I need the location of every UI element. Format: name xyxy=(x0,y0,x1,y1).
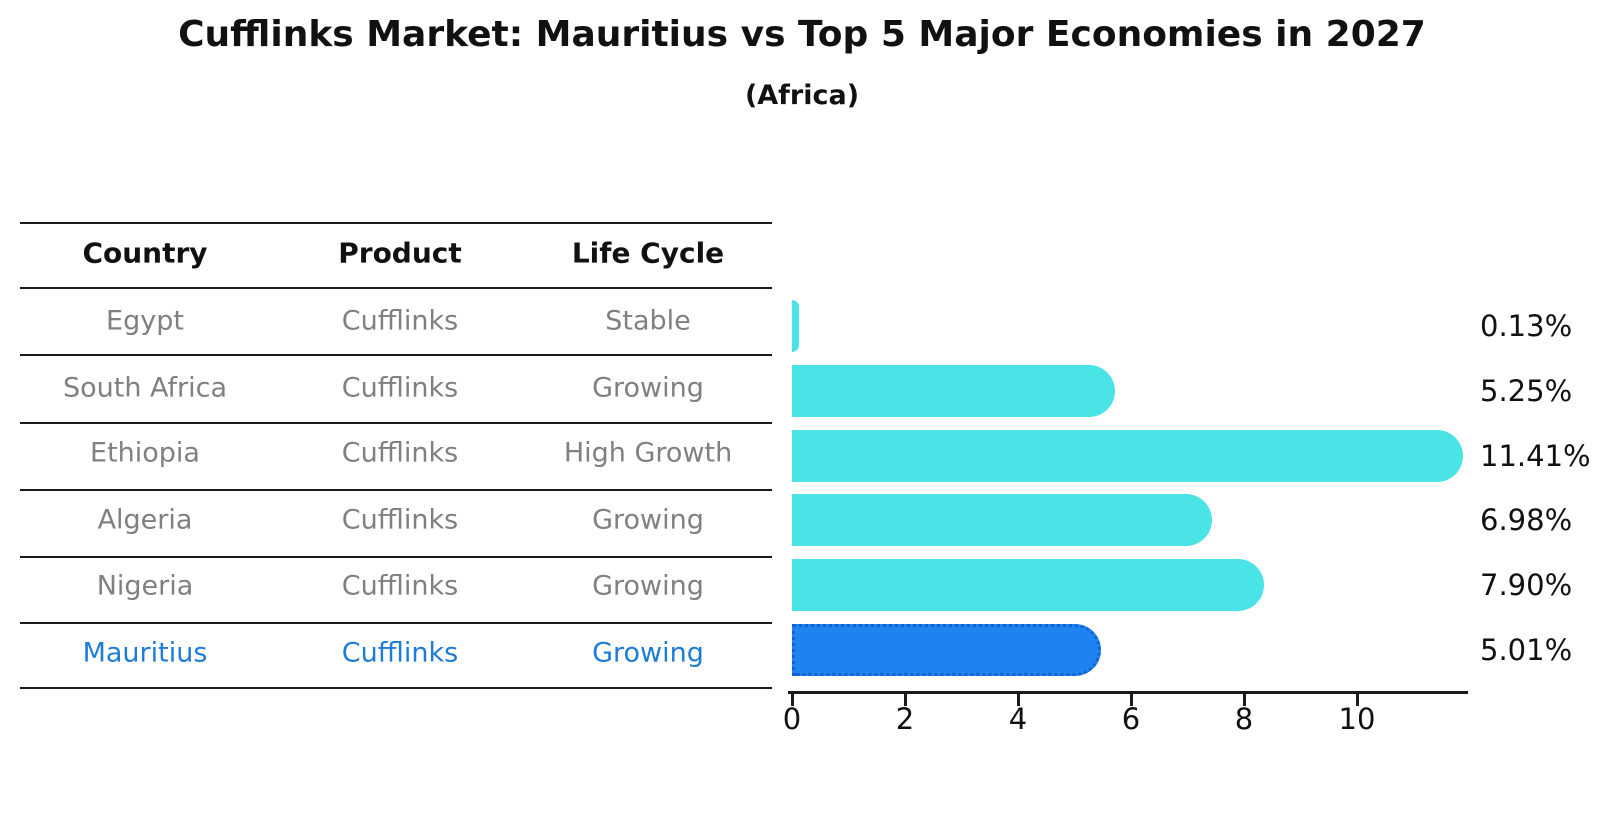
x-tick-label: 4 xyxy=(1008,702,1028,736)
table-rule xyxy=(20,222,772,224)
x-tick-label: 10 xyxy=(1338,702,1376,736)
chart-subtitle: (Africa) xyxy=(744,80,860,111)
table-cell-product: Cufflinks xyxy=(341,504,459,536)
bar-egypt xyxy=(792,300,799,352)
value-label: 6.98% xyxy=(1480,503,1573,537)
table-cell-life-cycle: Growing xyxy=(592,504,704,536)
x-tick-mark xyxy=(791,694,794,706)
x-axis-line xyxy=(788,691,1468,694)
x-tick-label: 6 xyxy=(1121,702,1141,736)
table-rule xyxy=(20,354,772,356)
table-cell-country: Algeria xyxy=(97,504,193,536)
table-rule xyxy=(20,489,772,491)
bar-mauritius xyxy=(792,624,1101,676)
x-tick-mark xyxy=(1356,694,1359,706)
table-cell-product: Cufflinks xyxy=(341,570,459,602)
table-cell-country: Nigeria xyxy=(96,570,194,602)
x-tick-mark xyxy=(1243,694,1246,706)
col-header-product: Product xyxy=(338,236,462,270)
table-cell-product: Cufflinks xyxy=(341,305,459,337)
bar-ethiopia xyxy=(792,430,1463,482)
table-cell-life-cycle: High Growth xyxy=(563,437,733,469)
table-rule xyxy=(20,556,772,558)
bar-algeria xyxy=(792,494,1212,546)
bar-nigeria xyxy=(792,559,1264,611)
value-label: 0.13% xyxy=(1480,309,1573,343)
value-label: 5.25% xyxy=(1480,374,1573,408)
table-cell-product: Cufflinks xyxy=(341,437,459,469)
x-tick-label: 2 xyxy=(895,702,915,736)
table-rule xyxy=(20,687,772,689)
table-cell-country-highlight: Mauritius xyxy=(82,637,208,669)
col-header-life-cycle: Life Cycle xyxy=(571,236,725,270)
table-cell-country: South Africa xyxy=(62,372,228,404)
table-cell-country: Ethiopia xyxy=(90,437,200,469)
value-label: 7.90% xyxy=(1480,568,1573,602)
table-cell-product: Cufflinks xyxy=(341,372,459,404)
col-header-country: Country xyxy=(82,236,208,270)
table-cell-product-highlight: Cufflinks xyxy=(341,637,459,669)
table-cell-life-cycle: Growing xyxy=(592,570,704,602)
x-tick-mark xyxy=(1130,694,1133,706)
table-rule xyxy=(20,622,772,624)
x-tick-mark xyxy=(904,694,907,706)
value-label: 11.41% xyxy=(1480,439,1591,473)
bar-south-africa xyxy=(792,365,1115,417)
table-cell-country: Egypt xyxy=(106,305,184,337)
value-label: 5.01% xyxy=(1480,633,1573,667)
table-rule xyxy=(20,287,772,289)
table-rule xyxy=(20,422,772,424)
x-tick-mark xyxy=(1017,694,1020,706)
x-tick-label: 0 xyxy=(782,702,802,736)
table-cell-life-cycle: Stable xyxy=(605,305,691,337)
x-tick-label: 8 xyxy=(1234,702,1254,736)
chart-title: Cufflinks Market: Mauritius vs Top 5 Maj… xyxy=(178,14,1426,55)
table-cell-life-cycle: Growing xyxy=(592,372,704,404)
table-cell-life-cycle-highlight: Growing xyxy=(592,637,704,669)
